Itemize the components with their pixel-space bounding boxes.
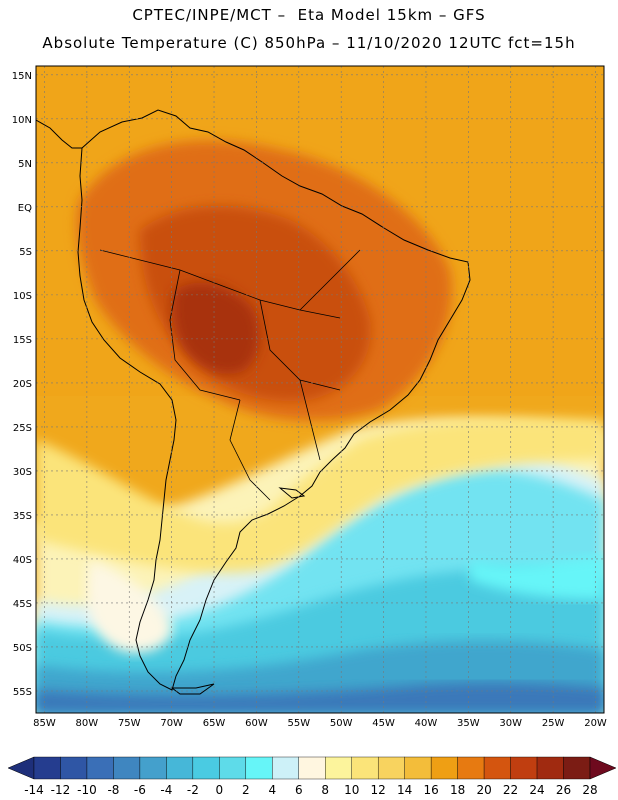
colorbar-label: 8 xyxy=(321,783,329,797)
colorbar-label: 18 xyxy=(450,783,465,797)
lat-label: 30S xyxy=(13,467,32,478)
lat-label: 55S xyxy=(13,687,32,698)
colorbar-swatch xyxy=(60,756,88,780)
longitude-labels: 85W 80W 75W 70W 65W 60W 55W 50W 45W 40W 35W 30W 25W 2… xyxy=(33,718,607,729)
lon-label: 70W xyxy=(160,718,183,729)
colorbar-swatch xyxy=(404,756,432,780)
colorbar-swatch xyxy=(245,756,273,780)
colorbar-label: -6 xyxy=(134,783,146,797)
colorbar-swatch xyxy=(166,756,194,780)
colorbar-swatch xyxy=(113,756,141,780)
lon-label: 35W xyxy=(457,718,480,729)
colorbar-swatch xyxy=(325,756,352,780)
colorbar-label: -10 xyxy=(77,783,97,797)
colorbar-swatch xyxy=(298,756,326,780)
lon-label: 20W xyxy=(584,718,607,729)
colorbar-swatch xyxy=(139,756,167,780)
title-line-2: Absolute Temperature (C) 850hPa – 11/10/… xyxy=(42,34,576,52)
colorbar-swatch xyxy=(86,756,114,780)
lon-label: 40W xyxy=(415,718,438,729)
lon-label: 75W xyxy=(118,718,141,729)
colorbar-label: -8 xyxy=(107,783,119,797)
lon-label: 45W xyxy=(372,718,395,729)
map-frame xyxy=(35,65,605,714)
colorbar-label: 24 xyxy=(529,783,544,797)
lon-label: 60W xyxy=(245,718,268,729)
lat-label: 10S xyxy=(13,291,32,302)
colorbar-label: 6 xyxy=(295,783,303,797)
colorbar-label: 14 xyxy=(397,783,412,797)
lat-label: 15N xyxy=(12,71,32,82)
colorbar-label: 22 xyxy=(503,783,518,797)
colorbar-label: 0 xyxy=(216,783,224,797)
lat-label: 25S xyxy=(13,423,32,434)
colorbar-label: -14 xyxy=(24,783,44,797)
colorbar: -14 -12 -10 -8 -6 -4 -2 0 2 4 6 8 10 12 14 16 18 20 22 24 26… xyxy=(7,756,617,797)
colorbar-swatch xyxy=(272,756,299,780)
colorbar-over-arrow xyxy=(589,756,617,780)
lat-label: EQ xyxy=(18,203,32,214)
colorbar-swatch xyxy=(351,756,379,780)
lat-label: 45S xyxy=(13,599,32,610)
lon-label: 55W xyxy=(287,718,310,729)
colorbar-swatch xyxy=(563,756,591,780)
colorbar-label: 16 xyxy=(424,783,439,797)
colorbar-swatch xyxy=(33,756,61,780)
temperature-field xyxy=(36,66,604,713)
colorbar-swatch xyxy=(483,756,511,780)
colorbar-swatch xyxy=(430,756,458,780)
colorbar-swatch xyxy=(219,756,247,780)
colorbar-label: 28 xyxy=(582,783,597,797)
lat-label: 35S xyxy=(13,511,32,522)
colorbar-label: 12 xyxy=(371,783,386,797)
lon-label: 85W xyxy=(33,718,56,729)
lon-label: 25W xyxy=(542,718,565,729)
lat-label: 15S xyxy=(13,335,32,346)
colorbar-label: 10 xyxy=(344,783,359,797)
lon-label: 65W xyxy=(203,718,226,729)
colorbar-swatch xyxy=(510,756,538,780)
colorbar-label: 26 xyxy=(556,783,571,797)
colorbar-swatch xyxy=(377,756,405,780)
colorbar-label: -12 xyxy=(51,783,71,797)
lat-label: 20S xyxy=(13,379,32,390)
colorbar-label: -4 xyxy=(160,783,172,797)
lat-label: 40S xyxy=(13,555,32,566)
colorbar-label: 2 xyxy=(242,783,250,797)
title-line-1: CPTEC/INPE/MCT – Eta Model 15km – GFS xyxy=(132,6,486,24)
lon-label: 50W xyxy=(330,718,353,729)
lat-label: 10N xyxy=(12,115,32,126)
colorbar-swatch xyxy=(192,756,220,780)
colorbar-swatch xyxy=(457,756,485,780)
colorbar-label: 4 xyxy=(268,783,276,797)
lat-label: 5S xyxy=(19,247,32,258)
lon-label: 30W xyxy=(499,718,522,729)
colorbar-label: -2 xyxy=(187,783,199,797)
coastline xyxy=(36,109,471,695)
lon-label: 80W xyxy=(76,718,99,729)
colorbar-label: 20 xyxy=(476,783,491,797)
colorbar-under-arrow xyxy=(7,756,35,780)
latitude-labels: 15N 10N 5N EQ 5S 10S 15S 20S 25S 30S 35S 40S 45S 50S 5… xyxy=(12,71,32,698)
lat-label: 5N xyxy=(18,159,32,170)
colorbar-swatch xyxy=(536,756,564,780)
lat-label: 50S xyxy=(13,643,32,654)
